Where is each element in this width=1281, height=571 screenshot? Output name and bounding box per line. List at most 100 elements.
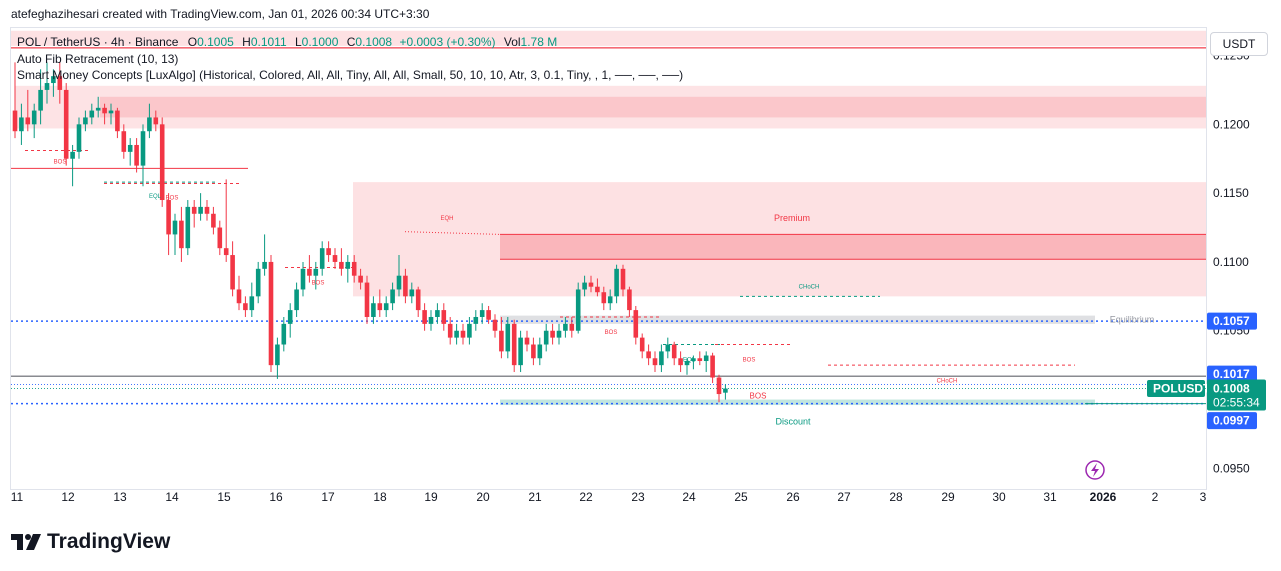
structure-labels: Premium Equilibrium Discount BOS BOS BOS… [54, 159, 1155, 426]
time-tick: 14 [165, 490, 179, 504]
candle [198, 193, 203, 221]
eqh-label: EQH [440, 216, 453, 222]
premium-zone-top [11, 30, 1206, 46]
candle [627, 286, 632, 317]
candle [326, 241, 331, 262]
candle [652, 351, 658, 373]
legend-indicator-smc[interactable]: Smart Money Concepts [LuxAlgo] (Historic… [17, 68, 684, 82]
candle-body [665, 344, 671, 352]
candle [607, 289, 613, 311]
candle-body [63, 89, 69, 159]
candle-body [627, 289, 632, 311]
currency-button[interactable]: USDT [1210, 32, 1268, 56]
candle-body [140, 131, 146, 166]
chart-caption: atefeghazihesari created with TradingVie… [11, 7, 430, 21]
bos-label: BOS [743, 358, 756, 364]
candle [543, 323, 549, 352]
legend-low-label: L [294, 35, 302, 49]
time-tick: 16 [269, 490, 283, 504]
time-tick: 31 [1043, 490, 1057, 504]
candle-body [518, 337, 523, 366]
time-axis: 11 12 13 14 15 16 17 18 19 20 21 22 23 2… [11, 490, 1207, 504]
order-block-upper [15, 85, 1206, 129]
legend-change: +0.0003 (+0.30%) [399, 35, 496, 49]
smc-zones [11, 30, 1206, 406]
candle [332, 248, 338, 269]
candle [102, 103, 107, 125]
candle-body [601, 292, 607, 304]
candle [639, 333, 645, 359]
candle-body [51, 76, 56, 84]
candle [671, 341, 677, 366]
candle-body [25, 117, 31, 125]
candle-body [326, 248, 331, 256]
candle-body [684, 361, 690, 366]
time-tick: 22 [579, 490, 593, 504]
premium-zone [353, 182, 1206, 297]
candle-body [556, 330, 562, 338]
candle [57, 62, 63, 104]
candle [159, 117, 165, 207]
candle [614, 264, 619, 304]
symbol-badge-text: POLUSDT [1153, 382, 1211, 396]
candle [134, 138, 139, 173]
candle-body [275, 344, 280, 366]
last-price-badge [1207, 379, 1266, 411]
candle [140, 124, 146, 187]
candle [89, 103, 95, 125]
legend-symbol-row[interactable]: POL / TetherUS · 4h · Binance O0.1005 H0… [17, 34, 683, 51]
candle-body [83, 117, 88, 125]
candle-body [204, 206, 210, 214]
candle-body [550, 330, 555, 338]
lightning-icon[interactable] [1085, 460, 1105, 480]
candle [25, 89, 31, 132]
candle-body [108, 110, 114, 114]
equilibrium-zone [500, 315, 1095, 324]
candle-body [652, 358, 658, 366]
legend-open-value: 0.1005 [197, 35, 234, 49]
candle-body [89, 110, 95, 118]
candle [396, 255, 402, 297]
last-price-text: 0.1008 [1213, 382, 1250, 396]
candle-body [524, 337, 530, 345]
price-tick: 0.1150 [1213, 186, 1249, 200]
time-tick: 13 [113, 490, 127, 504]
order-block-upper-inner [100, 96, 1206, 118]
candle [307, 255, 312, 283]
candle-body [428, 316, 434, 324]
legend-low-value: 0.1000 [301, 35, 339, 49]
candle-body [473, 316, 479, 324]
candle-body [659, 351, 664, 366]
candle [659, 344, 664, 373]
legend-indicator-fib[interactable]: Auto Fib Retracement (10, 13) [17, 51, 179, 66]
candle-body [499, 330, 504, 352]
candle-body [223, 248, 229, 256]
candle-body [313, 268, 319, 276]
countdown-text: 02:55:34 [1213, 396, 1260, 410]
fib-high-badge [1207, 312, 1257, 330]
candle [447, 316, 453, 345]
candle-body [415, 289, 421, 311]
time-tick: 25 [734, 490, 748, 504]
tradingview-logo[interactable]: TradingView [11, 530, 170, 554]
candle [70, 144, 75, 187]
candle [223, 179, 229, 262]
candle-body [364, 282, 370, 317]
candle [358, 268, 363, 290]
candle [479, 303, 485, 324]
time-tick: 17 [321, 490, 335, 504]
time-tick: 3 [1200, 490, 1207, 504]
bos-label: BOS [605, 330, 618, 336]
candle-body [620, 268, 626, 290]
candle-body [294, 289, 299, 311]
chart-legend[interactable]: POL / TetherUS · 4h · Binance O0.1005 H0… [17, 34, 683, 84]
candle-body [185, 206, 191, 249]
candle-body [255, 268, 261, 297]
chart-frame [10, 27, 1207, 490]
candle [377, 289, 383, 317]
fib-mid-badge-text: 0.1017 [1213, 367, 1250, 381]
fib-high-badge-text: 0.1057 [1213, 314, 1250, 328]
candle-body [102, 107, 107, 114]
candle [678, 351, 683, 373]
